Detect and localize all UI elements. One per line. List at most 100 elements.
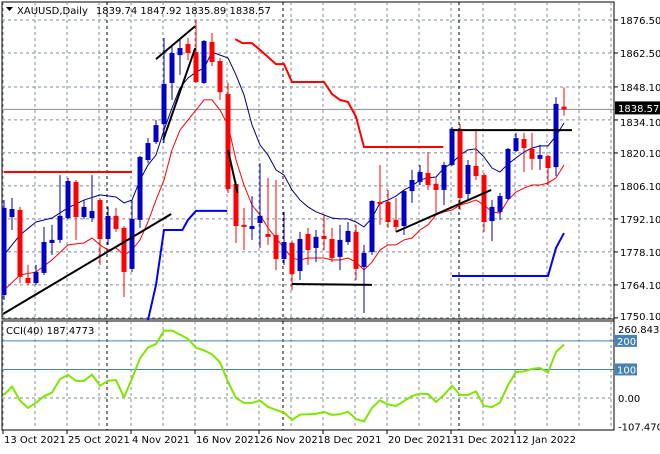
candle-bullish	[89, 175, 95, 222]
candle-body	[553, 103, 559, 168]
candle-bearish	[233, 181, 239, 243]
candle-body	[9, 209, 15, 218]
candle-bullish	[441, 161, 447, 206]
candle-body	[169, 52, 175, 83]
candle-body	[153, 125, 159, 143]
candle-bullish	[201, 40, 207, 84]
candle-body	[297, 238, 303, 272]
candle-body	[33, 271, 39, 284]
trendline[interactable]	[395, 189, 492, 233]
candle-body	[361, 252, 367, 268]
candle-bullish	[257, 163, 263, 248]
trendline[interactable]	[2, 213, 172, 315]
candle-body	[481, 175, 487, 222]
symbol-label: XAUUSD,Daily	[17, 6, 88, 17]
trendline[interactable]	[155, 25, 196, 60]
candle-bearish	[185, 37, 191, 61]
current-price-badge	[615, 101, 660, 115]
candle-body	[457, 128, 463, 198]
candle-body	[369, 201, 375, 252]
cci-level-badge	[615, 334, 637, 347]
price-axis-label: 1806.10	[620, 182, 660, 193]
candle-bearish	[561, 87, 567, 116]
candle-bearish	[225, 82, 231, 194]
candle-bullish	[497, 193, 503, 220]
price-axis-label: 1764.10	[620, 281, 660, 292]
candle-bearish	[121, 226, 127, 297]
candle-bearish	[385, 189, 391, 228]
candle-body	[489, 206, 495, 222]
candle-body	[385, 201, 391, 222]
candle-body	[289, 242, 295, 275]
candle-body	[305, 234, 311, 251]
candle-body	[441, 164, 447, 190]
candle-bullish	[1, 200, 7, 301]
indicator-overlays	[3, 38, 565, 321]
candle-body	[409, 180, 415, 192]
trendline[interactable]	[162, 47, 197, 141]
candle-bearish	[433, 177, 439, 215]
candle-body	[97, 200, 103, 239]
trendline[interactable]	[227, 149, 239, 194]
candle-bullish	[345, 221, 351, 245]
candle-body	[65, 180, 71, 218]
candle-bullish	[9, 197, 15, 231]
candle-body	[321, 235, 327, 239]
lower-band-line	[452, 232, 565, 277]
candle-bullish	[409, 169, 415, 203]
candle-body	[273, 234, 279, 259]
candle-body	[473, 165, 479, 177]
candle-body	[265, 234, 271, 237]
candle-bearish	[209, 32, 215, 66]
triangle-down-icon[interactable]	[6, 7, 13, 11]
candle-bearish	[393, 197, 399, 232]
candle-bearish	[545, 155, 551, 185]
candle-bullish	[105, 206, 111, 245]
price-axis-label: 1820.10	[620, 149, 660, 160]
trendline[interactable]	[291, 282, 373, 286]
trendlines[interactable]	[2, 25, 572, 315]
candle-body	[113, 215, 119, 230]
candle-body	[249, 226, 255, 230]
price-axis-label: 1848.10	[620, 83, 660, 94]
candle-bullish	[33, 264, 39, 285]
candle-bullish	[169, 44, 175, 100]
candle-bullish	[65, 177, 71, 220]
date-axis-label: 25 Oct 2021	[68, 435, 130, 446]
candle-bearish	[321, 213, 327, 251]
candle-bullish	[177, 40, 183, 75]
candle-bullish	[489, 200, 495, 242]
candle-bearish	[377, 164, 383, 225]
candle-bullish	[153, 119, 159, 144]
candle-bearish	[217, 57, 223, 100]
price-axis-label: 1862.50	[620, 49, 660, 60]
candle-body	[25, 277, 31, 284]
candle-bearish	[73, 180, 79, 240]
candle-body	[49, 239, 55, 243]
candle-body	[145, 143, 151, 161]
candle-body	[209, 41, 215, 62]
candle-bullish	[281, 211, 287, 265]
candle-body	[337, 239, 343, 257]
candle-body	[89, 210, 95, 218]
candle-body	[313, 236, 319, 248]
candle-bearish	[97, 197, 103, 265]
candle-bullish	[161, 37, 167, 144]
candle-bearish	[353, 224, 359, 280]
candle-body	[225, 94, 231, 189]
candle-bearish	[265, 177, 271, 245]
candle-bearish	[241, 207, 247, 251]
candle-body	[257, 215, 263, 223]
candle-bearish	[273, 180, 279, 271]
candle-body	[241, 224, 247, 227]
candle-bullish	[337, 224, 343, 271]
candle-bearish	[193, 20, 199, 83]
candle-bearish	[473, 128, 479, 181]
candle-bearish	[521, 132, 527, 173]
candle-bullish	[49, 224, 55, 255]
candle-bullish	[513, 132, 519, 152]
candle-body	[465, 164, 471, 194]
candle-bullish	[369, 200, 375, 255]
